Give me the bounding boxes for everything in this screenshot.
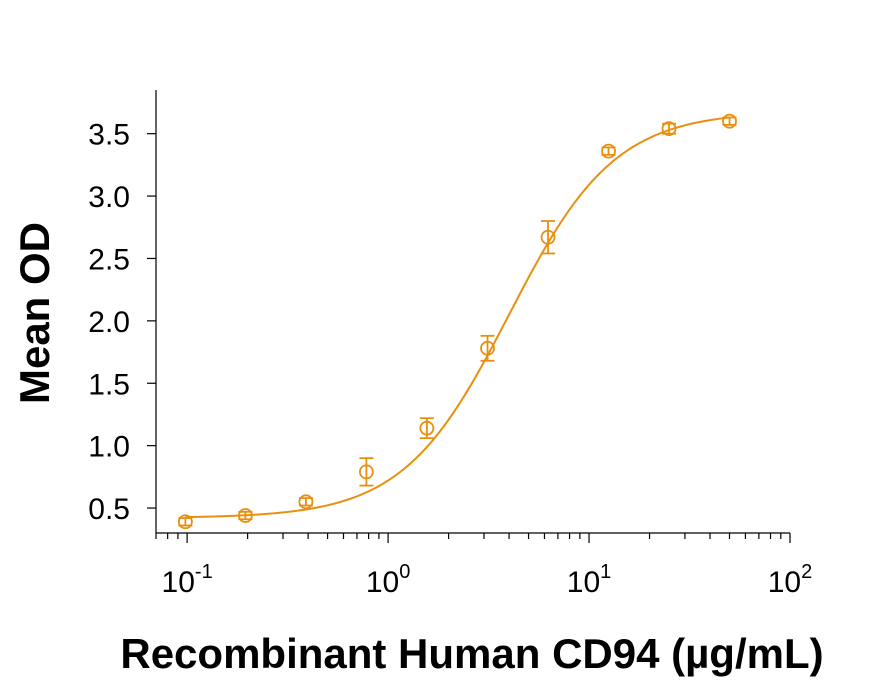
y-tick-label: 1.5 — [88, 368, 130, 401]
data-point — [722, 113, 737, 129]
point-marker — [177, 514, 193, 530]
data-point — [419, 417, 435, 440]
axes: 0.5 1.0 1.5 2.0 2.5 3.0 3.5 10-1 100 101 102 — [88, 90, 812, 599]
y-tick-label: 3.5 — [88, 119, 130, 152]
y-ticks: 0.5 1.0 1.5 2.0 2.5 3.0 3.5 — [88, 119, 156, 526]
point-marker — [601, 143, 616, 159]
point-marker — [480, 340, 495, 356]
x-axis-title: Recombinant Human CD94 (µg/mL) — [120, 630, 823, 677]
data-point — [359, 457, 374, 487]
y-tick-label: 2.5 — [88, 243, 130, 276]
point-marker — [238, 508, 253, 523]
point-marker — [661, 121, 677, 137]
data-point — [480, 334, 495, 362]
data-point — [661, 121, 677, 137]
x-ticks: 10-1 100 101 102 — [155, 533, 813, 599]
y-tick-label: 1.0 — [88, 431, 130, 464]
point-marker — [359, 464, 374, 480]
y-axis-title: Mean OD — [11, 222, 58, 404]
data-point — [540, 220, 556, 255]
x-tick-label: 101 — [567, 561, 612, 599]
x-tick-label: 100 — [366, 561, 411, 599]
x-tick-label: 10-1 — [162, 561, 213, 599]
point-marker — [722, 113, 737, 129]
data-points — [177, 113, 737, 530]
y-tick-label: 2.0 — [88, 306, 130, 339]
data-point — [601, 143, 616, 159]
y-tick-label: 3.0 — [88, 181, 130, 214]
data-point — [298, 494, 314, 510]
y-tick-label: 0.5 — [88, 493, 130, 526]
fit-curve — [185, 116, 730, 519]
x-tick-label: 102 — [768, 561, 813, 599]
point-marker — [419, 420, 435, 436]
point-marker — [298, 494, 314, 510]
data-point — [177, 514, 193, 530]
point-marker — [540, 229, 556, 245]
data-point — [238, 508, 253, 523]
